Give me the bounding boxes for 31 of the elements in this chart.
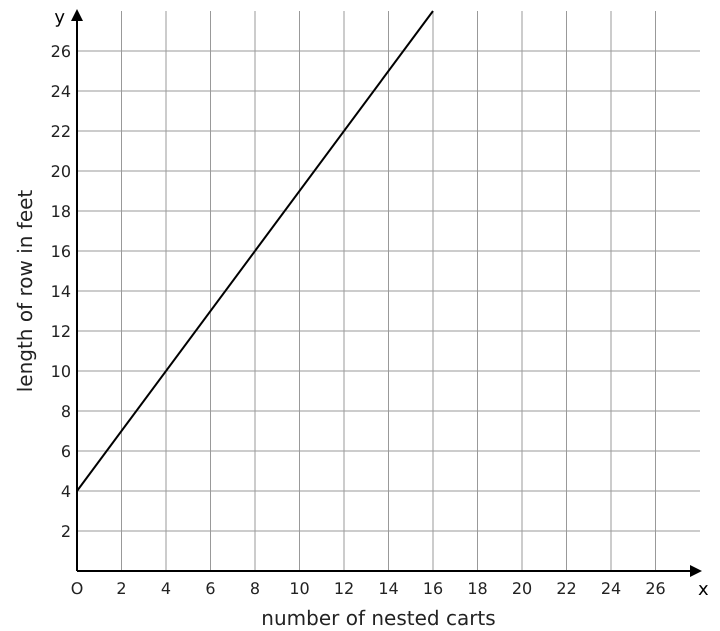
y-tick-label: 24	[50, 82, 71, 101]
y-tick-label: 10	[50, 362, 71, 381]
x-tick-label: 24	[600, 579, 622, 598]
y-tick-label: 20	[50, 162, 71, 181]
x-tick-label: 16	[422, 579, 444, 598]
x-tick-label: O	[70, 579, 84, 598]
y-tick-label: 2	[60, 522, 71, 541]
y-tick-label: 14	[50, 282, 71, 301]
y-tick-label: 18	[50, 202, 71, 221]
x-tick-label: 2	[116, 579, 127, 598]
y-tick-label: 6	[60, 442, 71, 461]
text: x	[698, 579, 709, 600]
x-tick-label: 6	[205, 579, 216, 598]
x-tick-label: 22	[556, 579, 577, 598]
y-tick-label: 22	[50, 122, 71, 141]
y-axis-title: length of row in feet	[13, 190, 37, 392]
x-tick-label: 18	[467, 579, 488, 598]
y-tick-label: 26	[50, 42, 71, 61]
x-tick-label: 20	[512, 579, 532, 598]
x-tick-label: 10	[289, 579, 310, 598]
x-axis-title: number of nested carts	[261, 606, 496, 630]
x-tick-label: 4	[160, 579, 172, 598]
y-tick-label: 4	[60, 482, 71, 501]
y-tick-label: 16	[50, 242, 71, 261]
y-tick-label: 12	[50, 322, 71, 341]
x-tick-label: 14	[378, 579, 399, 598]
x-tick-label: 8	[250, 579, 260, 598]
x-tick-label: 12	[334, 579, 354, 598]
text: y	[54, 7, 66, 28]
x-tick-label: 26	[645, 579, 666, 598]
y-tick-label: 8	[60, 402, 71, 421]
